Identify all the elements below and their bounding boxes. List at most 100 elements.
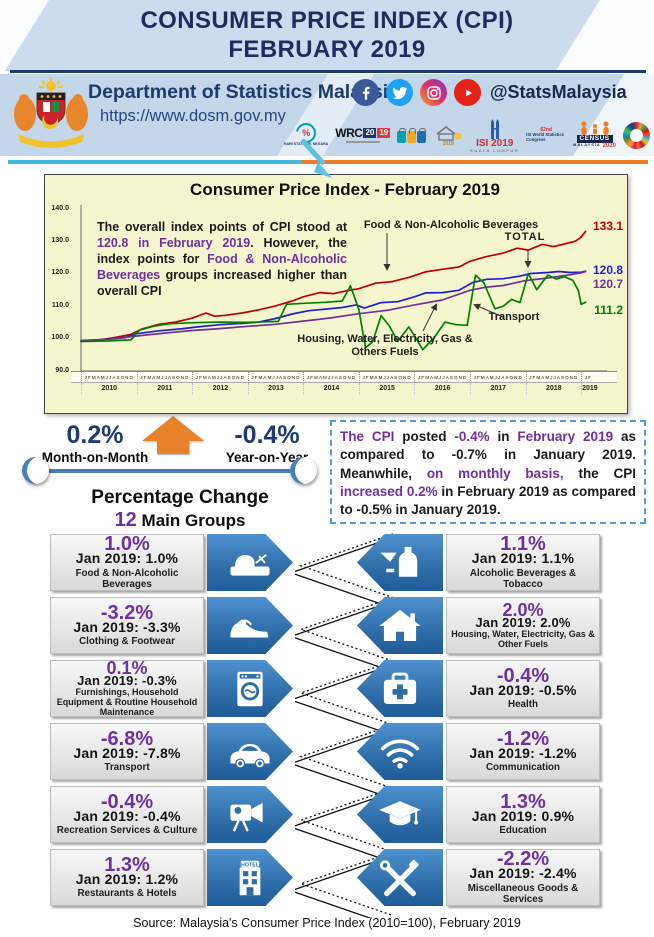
group-card-restaurants-hotels: 1.3% Jan 2019: 1.2% Restaurants & Hotels	[50, 849, 204, 906]
series-label-food: Food & Non-Alcoholic Beverages	[363, 219, 539, 231]
x-axis-years: 2010 2011 2012 2013 2014 2015 2016 2017 2018 2019	[71, 383, 617, 395]
row-gap	[293, 786, 357, 843]
x-year-2010: 2010	[81, 383, 137, 395]
groups-row: 0.1% Jan 2019: -0.3% Furnishings, Househol…	[50, 659, 600, 718]
header-org-band: Department of Statistics Malaysia https:…	[0, 74, 654, 156]
slider-knob-right	[290, 457, 317, 484]
census-malaysia-2020-logo: CENSUS MALAYSIA 2020	[573, 121, 616, 149]
main-groups-grid: 1.0% Jan 2019: 1.0% Food & Non-Alcoholic B…	[0, 534, 654, 916]
facebook-icon[interactable]	[352, 79, 379, 106]
group-arrow-furnishings-household-equipment-routine-household-maintenance	[207, 660, 293, 717]
group-change-value: -6.8%	[100, 727, 154, 750]
group-jan-value: Jan 2019: 1.0%	[75, 550, 179, 567]
slider-knob-left	[22, 457, 49, 484]
row-gap	[293, 597, 357, 654]
group-card-miscellaneous-goods-services: -2.2% Jan 2019: -2.4% Miscellaneous Goods …	[446, 849, 600, 906]
groups-row: -0.4% Jan 2019: -0.4% Recreation Services …	[50, 786, 600, 843]
row-gap	[293, 723, 357, 780]
group-arrow-housing-water-electricity-gas-other-fuels	[357, 597, 443, 654]
group-card-transport: -6.8% Jan 2019: -7.8% Transport	[50, 723, 204, 780]
house-icon	[377, 607, 423, 645]
graduation-cap-icon	[377, 796, 423, 834]
group-arrow-miscellaneous-goods-services	[357, 849, 443, 906]
car-icon	[227, 733, 273, 771]
website-link[interactable]: https://www.dosm.gov.my	[100, 107, 286, 125]
x-months-2013: JFMAMJJASOND	[247, 372, 304, 383]
svg-text:HOTEL: HOTEL	[241, 862, 260, 868]
page-title: CONSUMER PRICE INDEX (CPI) FEBRUARY 2019	[40, 7, 614, 65]
cpi-chart: Consumer Price Index - February 2019 90.…	[44, 174, 628, 414]
groups-count: 12	[114, 509, 137, 531]
series-line-housing-water-electricity-gas-others-fuels	[80, 270, 587, 342]
main-groups-subtitle: 12 Main Groups	[114, 509, 246, 531]
group-change-value: -0.4%	[100, 790, 154, 813]
wifi-icon	[377, 733, 423, 771]
group-name: Furnishings, Household Equipment & Routi…	[56, 687, 198, 718]
wrc-2019-logo: WRC 20 19	[335, 127, 391, 143]
group-jan-value: Jan 2019: -7.8%	[73, 744, 181, 761]
x-year-2015: 2015	[358, 383, 415, 395]
group-jan-value: Jan 2019: -0.4%	[73, 807, 181, 824]
x-months-2018: JFMAMJJASOND	[525, 372, 582, 383]
group-name: Restaurants & Hotels	[77, 888, 177, 900]
percentage-change-title: Percentage Change	[91, 487, 269, 508]
group-name: Education	[499, 825, 547, 837]
increase-arrow-icon	[142, 416, 204, 441]
youtube-icon[interactable]	[454, 79, 481, 106]
groups-row: 1.3% Jan 2019: 1.2% Restaurants & Hotels HO…	[50, 849, 600, 906]
org-name: Department of Statistics Malaysia	[88, 81, 400, 103]
group-jan-value: Jan 2019: -0.3%	[77, 672, 177, 688]
group-jan-value: Jan 2019: -1.2%	[469, 744, 577, 761]
event-logo-strip: % HARI STATISTIK NEGARA WRC 20 19 2019	[282, 116, 650, 154]
x-months-2011: JFMAMJJASOND	[136, 372, 193, 383]
group-name: Transport	[104, 762, 150, 774]
annotation-arrow	[422, 303, 437, 332]
hotel-icon: HOTEL	[227, 859, 273, 897]
instagram-icon[interactable]	[420, 79, 447, 106]
end-value-transport: 111.2	[594, 303, 623, 317]
fies-2019-logo: 2019	[433, 124, 463, 147]
twitter-icon[interactable]	[386, 79, 413, 106]
series-label-housing: Housing, Water, Electricity, Gas & Other…	[297, 333, 473, 358]
y-tick-100: 100.0	[51, 334, 69, 342]
group-change-value: -1.2%	[496, 727, 550, 750]
y-tick-120: 120.0	[51, 269, 69, 277]
group-card-communication: -1.2% Jan 2019: -1.2% Communication	[446, 723, 600, 780]
group-card-recreation-services-culture: -0.4% Jan 2019: -0.4% Recreation Services …	[50, 786, 204, 843]
group-arrow-health	[357, 660, 443, 717]
group-jan-value: Jan 2019: 1.1%	[471, 550, 575, 567]
group-card-education: 1.3% Jan 2019: 0.9% Education	[446, 786, 600, 843]
row-gap	[293, 534, 357, 591]
x-months-2019: JF	[581, 372, 595, 383]
isi-world-statistics-congress-logo: 62nd ISI World Statistics Congress	[526, 127, 565, 142]
groups-row: -6.8% Jan 2019: -7.8% Transport -1.2% Jan 20…	[50, 723, 600, 780]
header-title-band: CONSUMER PRICE INDEX (CPI) FEBRUARY 2019	[0, 0, 654, 71]
group-card-furnishings-household-equipment-routine-household-maintenance: 0.1% Jan 2019: -0.3% Furnishings, Househol…	[50, 659, 204, 718]
source-note: Source: Malaysia's Consumer Price Index …	[133, 916, 521, 930]
mom-value: 0.2%	[66, 421, 124, 449]
down-arrow-icon	[300, 138, 332, 178]
divider-cyan-segment	[8, 160, 302, 164]
medical-bag-icon	[377, 670, 423, 708]
shopping-bags-logo	[397, 127, 427, 143]
group-name: Food & Non-Alcoholic Beverages	[75, 568, 179, 590]
end-value-food: 133.1	[592, 219, 623, 233]
yoy-label: Year-on-Year	[225, 450, 309, 465]
group-name: Recreation Services & Culture	[56, 825, 198, 837]
chart-title: Consumer Price Index - February 2019	[190, 180, 500, 199]
annotation-arrow	[473, 303, 504, 318]
group-name: Miscellaneous Goods & Services	[467, 883, 579, 905]
x-months-2015: JFMAMJJASOND	[358, 372, 415, 383]
x-axis-months: JFMAMJJASOND JFMAMJJASOND JFMAMJJASOND JFMA…	[71, 371, 617, 383]
group-arrow-alcoholic-beverages-tobacco	[357, 534, 443, 591]
social-bar: @StatsMalaysia	[352, 79, 627, 106]
series-label-total: TOTAL	[504, 231, 546, 243]
shoe-icon	[227, 607, 273, 645]
group-name: Alcoholic Beverages & Tobacco	[469, 568, 577, 590]
group-arrow-clothing-footwear	[207, 597, 293, 654]
group-jan-value: Jan 2019: -2.4%	[469, 865, 577, 882]
slider-track	[36, 469, 304, 473]
group-arrow-education	[357, 786, 443, 843]
cpi-summary-box: The CPI posted -0.4% in February 2019 as…	[330, 420, 646, 524]
group-jan-value: Jan 2019: -0.5%	[469, 681, 577, 698]
